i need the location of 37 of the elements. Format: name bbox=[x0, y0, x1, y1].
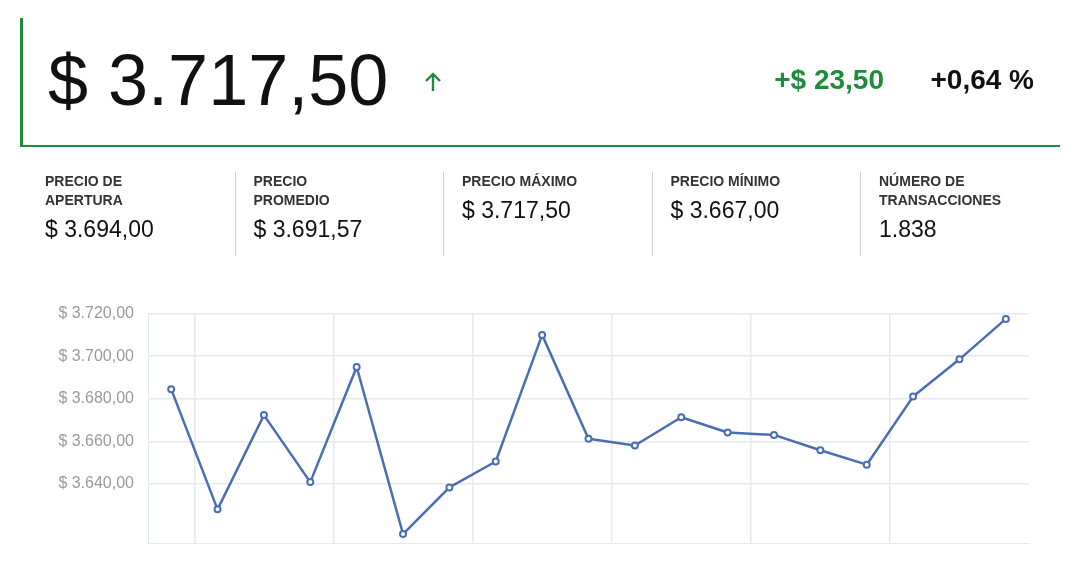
text: $ 3.667,00 bbox=[670, 197, 781, 224]
point bbox=[1001, 314, 1010, 323]
y-tick-label: $ 3.700,00 bbox=[58, 346, 135, 364]
point bbox=[213, 505, 222, 514]
point bbox=[259, 411, 268, 420]
point bbox=[769, 430, 778, 439]
point bbox=[352, 363, 361, 372]
point bbox=[816, 446, 825, 455]
point bbox=[491, 457, 500, 466]
text: $ 3.717,50 bbox=[462, 197, 572, 224]
y-tick-label: $ 3.720,00 bbox=[58, 304, 135, 322]
text: PRECIO PROMEDIO bbox=[253, 172, 331, 210]
y-tick-label: $ 3.680,00 bbox=[58, 389, 135, 407]
point bbox=[677, 413, 686, 422]
point bbox=[584, 434, 593, 443]
y-tick-label: $ 3.660,00 bbox=[58, 431, 135, 449]
point bbox=[306, 478, 315, 487]
point bbox=[167, 385, 176, 394]
point bbox=[723, 428, 732, 437]
text: NÚMERO DE TRANSACCIONES bbox=[879, 172, 1003, 210]
text: PRECIO MÍNIMO bbox=[670, 172, 782, 191]
text: 1.838 bbox=[879, 216, 938, 243]
point bbox=[399, 530, 408, 539]
point bbox=[909, 392, 918, 401]
text: $ 3.694,00 bbox=[45, 216, 155, 243]
point bbox=[538, 330, 547, 339]
point bbox=[445, 483, 454, 492]
y-tick-label: $ 3.640,00 bbox=[58, 474, 135, 492]
text: PRECIO MÁXIMO bbox=[462, 172, 579, 191]
point bbox=[862, 460, 871, 469]
text: $ 3.717,50 bbox=[48, 39, 389, 122]
text: +0,64 % bbox=[930, 64, 1034, 96]
text: +$ 23,50 bbox=[774, 64, 884, 96]
point bbox=[955, 355, 964, 364]
text: PRECIO DE APERTURA bbox=[45, 172, 124, 210]
text: $ 3.691,57 bbox=[253, 216, 364, 243]
point bbox=[630, 441, 639, 450]
